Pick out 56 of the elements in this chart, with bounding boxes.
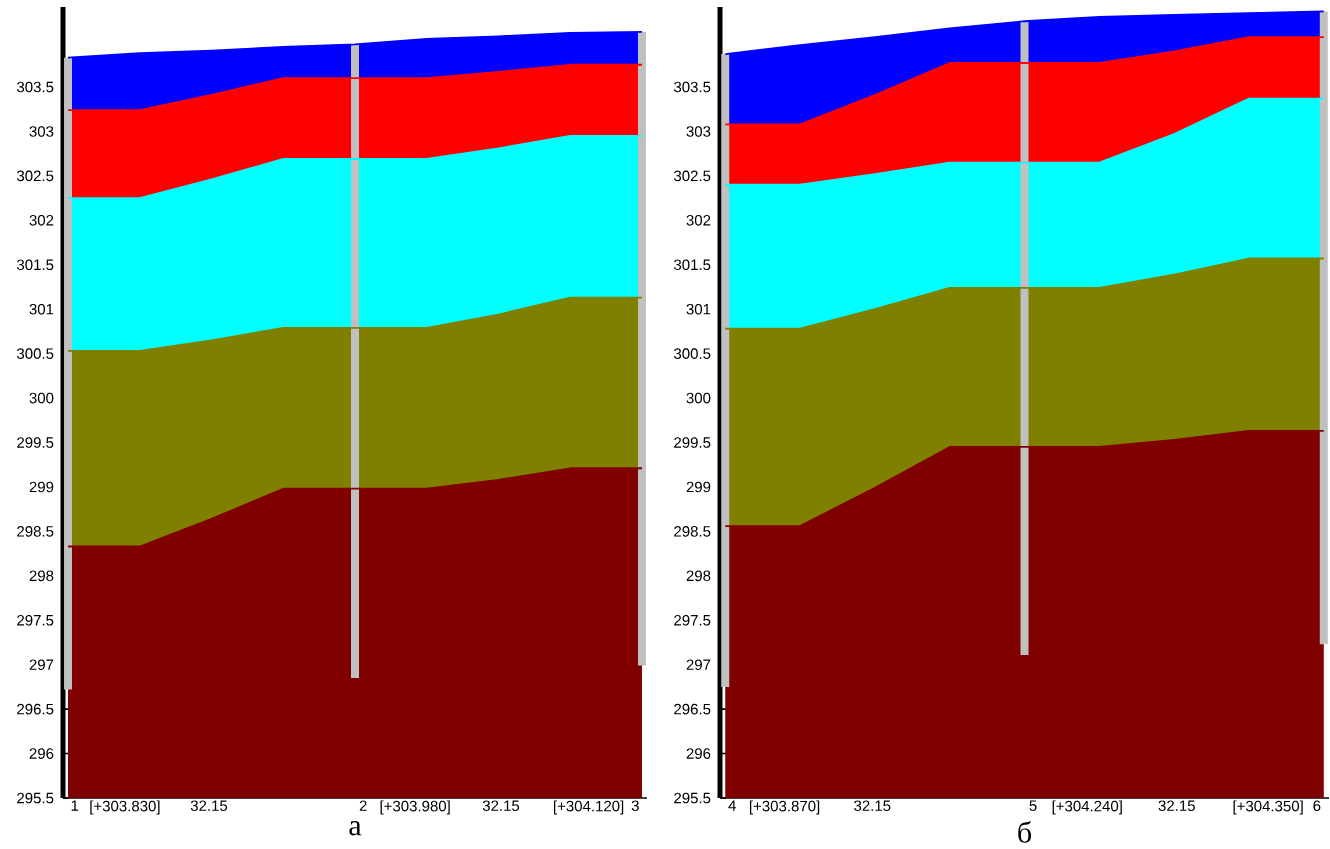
y-tick-label: 299 <box>686 481 711 493</box>
y-tick-label: 301.5 <box>674 259 711 271</box>
y-tick-label: 302.5 <box>16 170 54 182</box>
text: 1 <box>71 800 79 811</box>
text: 4 <box>728 800 736 811</box>
text: 32.15 <box>1158 800 1195 812</box>
y-tick-label: 301 <box>686 303 711 315</box>
text: б <box>1018 821 1032 843</box>
y-tick-label: 300 <box>686 392 711 404</box>
text: 3 <box>631 800 639 812</box>
text: 32.15 <box>854 800 891 812</box>
y-tick-label: 302.5 <box>674 170 711 182</box>
y-tick-label: 303.5 <box>674 81 711 93</box>
y-tick-label: 303 <box>29 126 54 137</box>
y-tick-label: 302 <box>29 215 54 226</box>
y-tick-label: 296 <box>29 748 54 759</box>
y-tick-label: 297 <box>686 659 711 671</box>
y-tick-label: 300 <box>29 392 54 404</box>
y-tick-label: 298 <box>686 570 711 582</box>
text: а <box>349 821 362 836</box>
text: 32.15 <box>190 800 228 812</box>
y-tick-label: 301.5 <box>16 259 54 271</box>
bar <box>1020 21 1029 655</box>
text: 5 <box>1029 800 1037 811</box>
y-tick-label: 295.5 <box>17 792 54 804</box>
text: [+304.350] <box>1233 800 1303 815</box>
text: [+304.120] <box>554 800 624 815</box>
y-tick-label: 301 <box>29 303 54 315</box>
y-tick-label: 297 <box>29 659 54 671</box>
y-tick-label: 295.5 <box>674 792 711 804</box>
y-tick-label: 297.5 <box>674 614 711 626</box>
text: [+303.830] <box>90 800 160 815</box>
y-tick-label: 296 <box>686 748 711 759</box>
text: [+303.980] <box>380 800 450 815</box>
y-tick-label: 298.5 <box>674 526 711 537</box>
y-tick-label: 300.5 <box>16 348 54 359</box>
y-tick-label: 296.5 <box>17 703 54 715</box>
text: 2 <box>359 800 367 811</box>
y-tick-label: 300.5 <box>674 348 711 359</box>
y-tick-label: 299.5 <box>17 437 54 448</box>
text: [+303.870] <box>749 800 820 815</box>
y-tick-label: 298.5 <box>17 526 54 537</box>
y-tick-label: 299 <box>29 481 54 493</box>
y-tick-label: 303 <box>686 126 711 137</box>
y-tick-label: 298 <box>29 570 54 582</box>
bar <box>1319 11 1328 645</box>
y-tick-label: 302 <box>686 215 711 226</box>
bar <box>637 31 646 666</box>
y-tick-label: 297.5 <box>17 614 54 626</box>
bar <box>351 44 359 679</box>
text: 6 <box>1313 800 1321 812</box>
text: [+304.240] <box>1052 800 1122 815</box>
y-tick-label: 303.5 <box>16 81 54 93</box>
y-tick-label: 299.5 <box>674 437 711 448</box>
text: 32.15 <box>482 800 520 812</box>
y-tick-label: 296.5 <box>674 703 711 715</box>
